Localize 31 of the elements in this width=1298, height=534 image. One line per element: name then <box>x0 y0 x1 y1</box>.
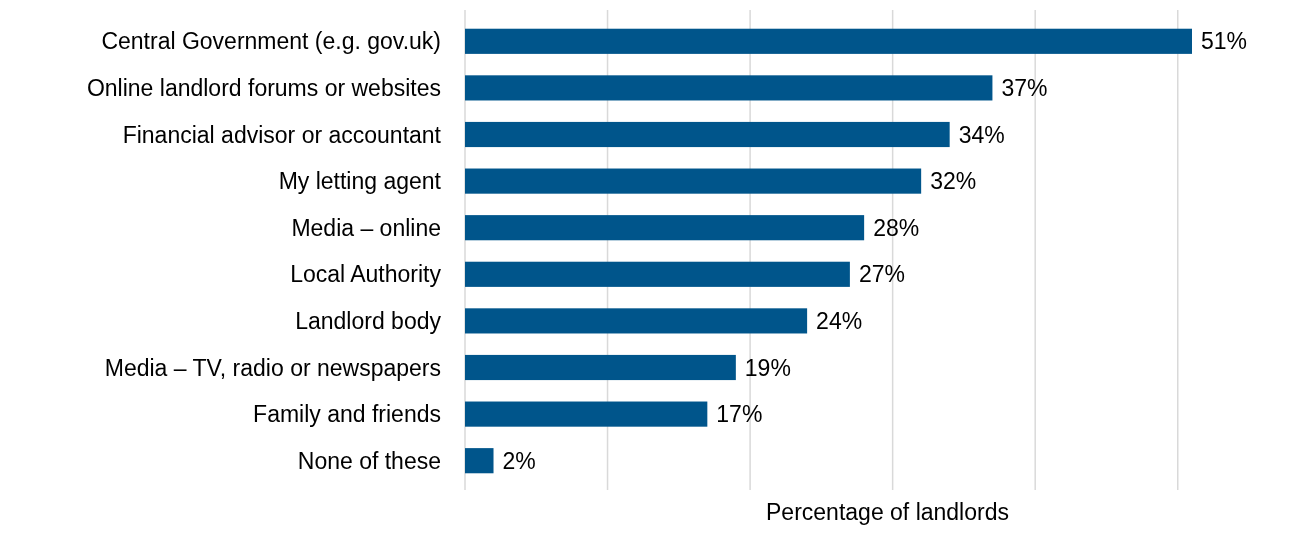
bar <box>465 121 950 148</box>
data-label: 32% <box>930 168 977 195</box>
data-label: 37% <box>1001 74 1048 101</box>
y-tick-label: Financial advisor or accountant <box>122 121 442 148</box>
bar <box>465 168 922 194</box>
data-label: 24% <box>816 307 863 334</box>
data-label: 51% <box>1201 28 1248 55</box>
x-axis-title: Percentage of landlords <box>766 499 1009 525</box>
bar <box>465 354 736 381</box>
data-label: 27% <box>858 261 905 288</box>
data-label: 28% <box>873 214 920 241</box>
data-label: 17% <box>716 401 763 428</box>
y-tick-label: My letting agent <box>278 168 442 195</box>
y-tick-label: Media – TV, radio or newspapers <box>104 354 441 381</box>
y-tick-label: None of these <box>297 447 441 474</box>
bar <box>465 28 1192 54</box>
data-label: 19% <box>744 354 791 381</box>
bar <box>465 401 708 427</box>
y-tick-label: Landlord body <box>295 307 442 334</box>
data-label: 2% <box>502 447 536 474</box>
y-tick-label: Local Authority <box>290 261 442 288</box>
bar <box>465 308 808 334</box>
bar <box>465 75 993 101</box>
data-label: 34% <box>958 121 1005 148</box>
bar <box>465 261 850 287</box>
y-tick-label: Online landlord forums or websites <box>86 74 441 101</box>
y-tick-label: Central Government (e.g. gov.uk) <box>101 28 441 55</box>
y-tick-label: Family and friends <box>253 401 441 428</box>
bar <box>465 448 494 474</box>
bar <box>465 215 865 241</box>
y-tick-label: Media – online <box>291 214 441 241</box>
